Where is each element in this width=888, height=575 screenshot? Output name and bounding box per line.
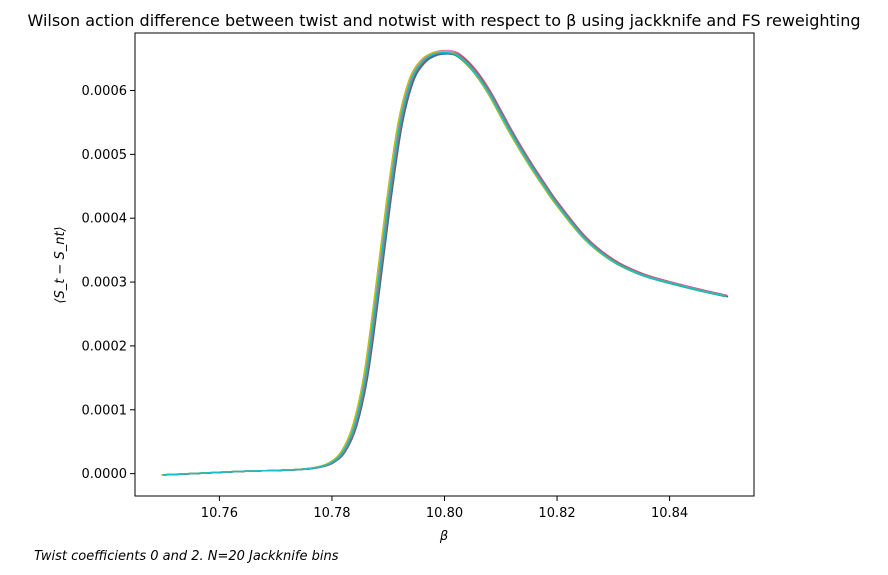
jackknife-series-line-18: [164, 51, 728, 476]
jackknife-series-line-12: [163, 51, 727, 476]
y-axis-label: ⟨S_t − S_nt⟩: [53, 226, 68, 303]
jackknife-series-line-5: [164, 50, 728, 476]
jackknife-series-line-10: [162, 52, 726, 476]
y-tick-label: 0.0003: [82, 276, 128, 291]
y-tick-label: 0.0000: [82, 467, 128, 482]
x-tick-label: 10.76: [201, 506, 238, 521]
jackknife-series-line-9: [161, 50, 725, 476]
footnote: Twist coefficients 0 and 2. N=20 Jackkni…: [34, 549, 339, 564]
jackknife-series-line-13: [161, 51, 725, 476]
jackknife-series-line-14: [164, 50, 728, 476]
series-lines: [161, 49, 729, 476]
jackknife-series-line-19: [161, 50, 725, 476]
x-tick-label: 10.82: [538, 506, 575, 521]
jackknife-series-line-17: [162, 50, 726, 476]
y-tick-label: 0.0005: [82, 148, 128, 163]
x-tick-label: 10.80: [426, 506, 463, 521]
jackknife-series-line-6: [163, 51, 727, 476]
jackknife-series-line-3: [161, 50, 725, 476]
jackknife-series-line-16: [164, 52, 728, 476]
y-tick-label: 0.0004: [82, 212, 128, 227]
x-axis-label: β: [439, 529, 448, 544]
jackknife-series-line-7: [164, 49, 728, 476]
jackknife-series-line-15: [163, 50, 727, 476]
y-tick-label: 0.0002: [82, 339, 128, 354]
x-tick-label: 10.78: [313, 506, 350, 521]
jackknife-series-line-20: [163, 51, 727, 476]
y-tick-label: 0.0006: [82, 84, 128, 99]
jackknife-series-line-11: [165, 53, 729, 476]
y-axis-ticks: 0.0000 0.0001 0.0002 0.0003 0.0004 0.0005 0.00…: [82, 84, 135, 482]
plot-frame: [134, 32, 755, 497]
jackknife-series-line-4: [163, 50, 727, 476]
y-tick-label: 0.0001: [82, 403, 128, 418]
jackknife-series-line-2: [162, 51, 726, 476]
chart-title: Wilson action difference between twist a…: [27, 11, 860, 30]
x-tick-label: 10.84: [651, 506, 688, 521]
jackknife-series-line-8: [163, 50, 727, 476]
x-axis-ticks: 10.76 10.78 10.80 10.82 10.84: [201, 496, 688, 521]
jackknife-series-line-1: [164, 52, 728, 476]
